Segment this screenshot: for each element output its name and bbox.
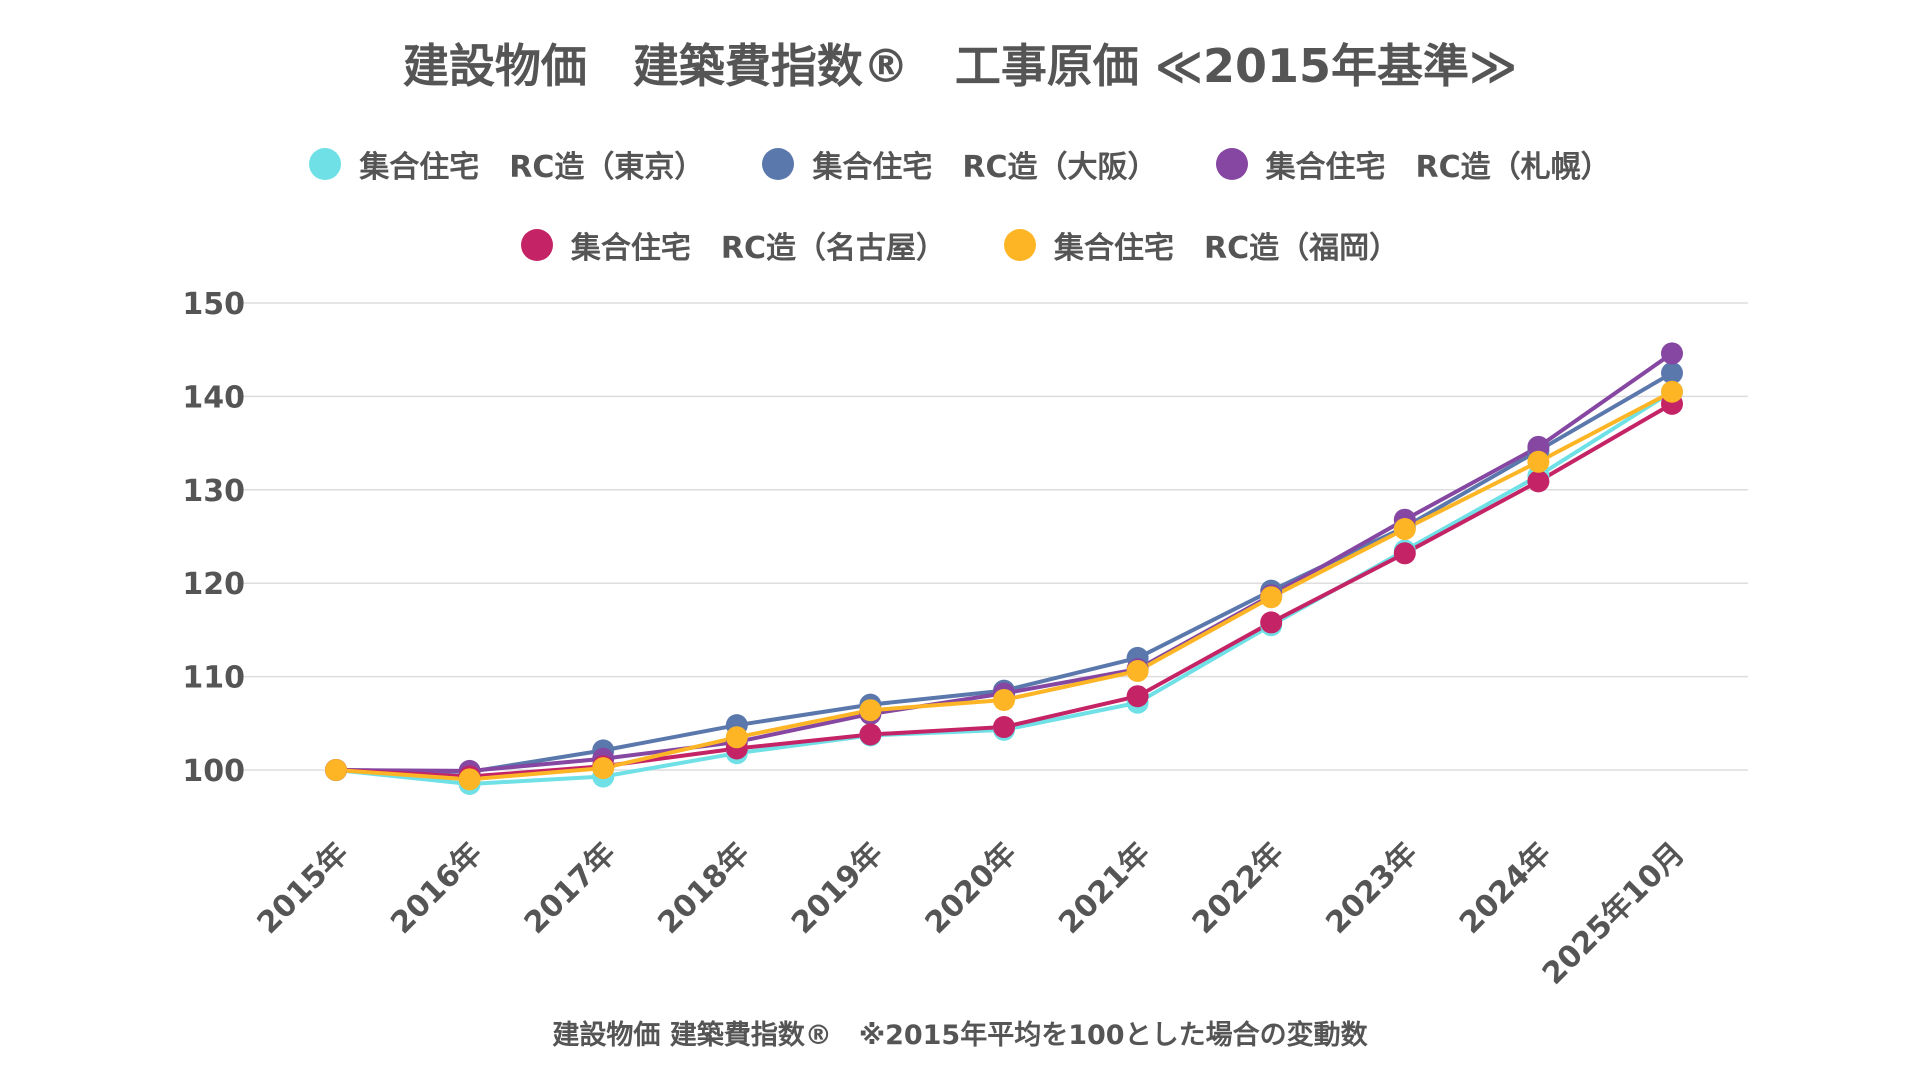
y-tick-label: 130 [182, 474, 245, 509]
chart-title: 建設物価 建築費指数® 工事原価 ≪2015年基準≫ [402, 39, 1518, 93]
data-point-s4-5 [993, 688, 1015, 711]
legend-label-tokyo: 集合住宅 RC造（東京） [359, 150, 705, 185]
y-tick-label: 110 [182, 661, 245, 696]
x-tick-label: 2021年 [1052, 836, 1157, 941]
x-tick-label: 2016年 [384, 836, 489, 941]
x-tick-label: 2023年 [1319, 836, 1424, 941]
legend-marker-osaka [762, 148, 795, 180]
x-tick-label: 2024年 [1453, 836, 1558, 941]
data-point-s3-4 [859, 723, 882, 746]
x-tick-label: 2022年 [1186, 836, 1291, 941]
data-point-s4-2 [592, 757, 615, 780]
data-point-s4-4 [859, 699, 882, 722]
x-tick-label: 2019年 [785, 836, 890, 941]
y-tick-label: 100 [182, 754, 245, 789]
x-tick-label: 2020年 [919, 836, 1024, 941]
data-point-s4-0 [325, 759, 347, 781]
legend-item-nagoya[interactable]: 集合住宅 RC造（名古屋） [520, 223, 946, 267]
legend-marker-nagoya [520, 229, 553, 261]
data-point-s4-1 [458, 768, 481, 791]
legend-item-sapporo[interactable]: 集合住宅 RC造（札幌） [1215, 142, 1611, 186]
data-point-s3-9 [1527, 470, 1550, 493]
data-point-s4-10 [1661, 380, 1683, 403]
data-point-s1-10 [1661, 362, 1683, 385]
legend-item-osaka[interactable]: 集合住宅 RC造（大阪） [762, 142, 1158, 186]
legend-row-1: 集合住宅 RC造（東京） 集合住宅 RC造（大阪） 集合住宅 RC造（札幌） [0, 142, 1920, 186]
x-tick-label: 2018年 [651, 836, 756, 941]
legend-label-nagoya: 集合住宅 RC造（名古屋） [570, 231, 946, 266]
legend-label-fukuoka: 集合住宅 RC造（福岡） [1054, 231, 1400, 266]
x-tick-label: 2017年 [518, 836, 623, 941]
legend-label-sapporo: 集合住宅 RC造（札幌） [1265, 150, 1611, 185]
x-tick-label: 2025年10月 [1536, 836, 1692, 992]
series-line-1 [334, 371, 1674, 774]
data-point-s4-6 [1126, 659, 1149, 682]
data-point-s3-7 [1260, 611, 1283, 634]
data-point-s4-8 [1393, 518, 1416, 541]
legend-marker-tokyo [309, 148, 342, 180]
legend-label-osaka: 集合住宅 RC造（大阪） [812, 150, 1158, 185]
legend-marker-sapporo [1215, 148, 1248, 180]
y-tick-label: 140 [182, 380, 245, 415]
data-point-s3-8 [1393, 542, 1416, 565]
y-tick-label: 120 [182, 567, 245, 602]
legend-marker-fukuoka [1004, 229, 1036, 261]
chart-footnote: 建設物価 建築費指数® ※2015年平均を100とした場合の変動数 [552, 1020, 1368, 1051]
legend-row-2: 集合住宅 RC造（名古屋） 集合住宅 RC造（福岡） [0, 223, 1920, 267]
data-point-s3-5 [993, 716, 1015, 739]
legend-item-tokyo[interactable]: 集合住宅 RC造（東京） [309, 142, 704, 186]
data-point-s4-3 [725, 726, 748, 749]
legend-item-fukuoka[interactable]: 集合住宅 RC造（福岡） [1004, 223, 1399, 267]
data-point-s4-9 [1527, 450, 1550, 473]
data-point-s2-10 [1661, 342, 1683, 365]
x-tick-label: 2015年 [251, 836, 356, 941]
data-point-s3-6 [1126, 685, 1149, 708]
data-point-s4-7 [1260, 586, 1283, 609]
y-tick-label: 150 [182, 287, 245, 322]
